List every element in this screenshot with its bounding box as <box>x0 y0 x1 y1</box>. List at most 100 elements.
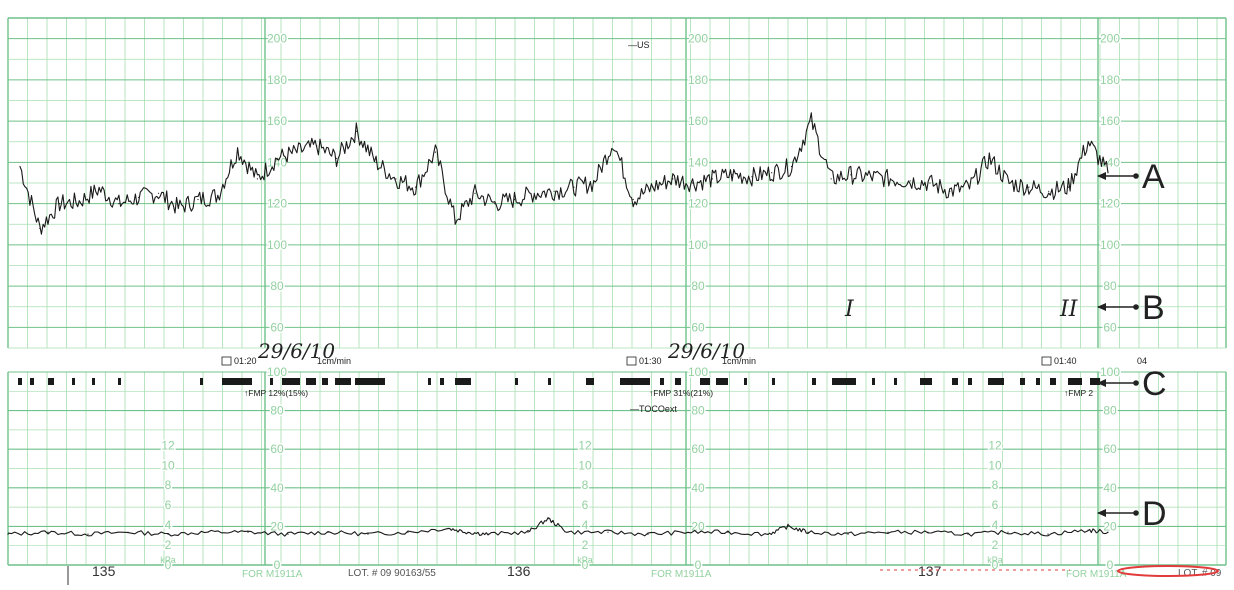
fhr-tick-label: 140 <box>267 155 287 169</box>
fhr-point <box>157 192 160 194</box>
ua-tick-label: 80 <box>691 404 705 418</box>
footer-page-number: 137 <box>918 563 942 579</box>
ua-point <box>287 533 289 535</box>
footer-model-label: FOR M1911A <box>242 569 303 580</box>
fmp-mark <box>200 378 203 385</box>
fmp-mark <box>440 378 444 385</box>
fmp-mark <box>920 378 932 385</box>
fmp-mark <box>675 378 681 385</box>
fhr-point <box>929 182 931 184</box>
kpa-tick-label: 2 <box>165 538 172 552</box>
fhr-point <box>316 145 318 147</box>
ua-point <box>547 518 549 520</box>
ua-tick-label: 80 <box>270 404 284 418</box>
ua-point <box>807 531 809 533</box>
kpa-tick-label: 8 <box>992 478 999 492</box>
fhr-point <box>1067 186 1069 188</box>
fhr-point <box>889 178 892 180</box>
fhr-point <box>256 178 258 180</box>
fhr-point <box>1107 172 1109 174</box>
header-speed: 1cm/min <box>317 356 351 366</box>
fmp-mark <box>322 378 328 385</box>
ua-point <box>1107 531 1109 533</box>
ua-point <box>727 531 729 533</box>
fmp-mark <box>872 378 875 385</box>
fhr-tick-label: 200 <box>688 32 708 46</box>
ua-point <box>87 533 89 535</box>
fhr-point <box>98 188 100 190</box>
fmp-mark <box>72 378 75 385</box>
header-box-icon <box>626 356 637 366</box>
fhr-point <box>711 178 714 180</box>
fhr-point <box>1028 186 1030 188</box>
fhr-tick-label: 60 <box>691 320 705 334</box>
fhr-tick-label: 100 <box>1100 238 1120 252</box>
fmp-mark <box>772 378 775 385</box>
fhr-tick-label: 160 <box>267 114 287 128</box>
fhr-point <box>375 161 377 163</box>
ua-point <box>687 531 689 533</box>
ua-point <box>327 531 329 533</box>
ua-series-line <box>7 517 1109 537</box>
annotation-letter: A <box>1142 158 1165 196</box>
ua-point <box>1087 529 1089 531</box>
fmp-mark <box>118 378 121 385</box>
fhr-point <box>59 203 61 205</box>
fhr-point <box>830 178 832 180</box>
ua-point <box>607 531 609 533</box>
fmp-mark <box>355 378 385 385</box>
fmp-mark <box>586 378 594 385</box>
annotation-letter: C <box>1142 365 1167 403</box>
fmp-mark <box>30 378 34 385</box>
ua-point <box>407 531 409 533</box>
ua-point <box>7 533 9 535</box>
fhr-point <box>335 157 338 159</box>
fhr-tick-label: 160 <box>1100 114 1120 128</box>
fmp-mark <box>428 378 431 385</box>
fhr-series-line <box>19 112 1109 235</box>
fhr-legend: —US <box>628 40 650 50</box>
header-time: 01:40 <box>1054 356 1077 366</box>
footer-lot-label: LOT. # 09 <box>1178 568 1222 579</box>
fmp-mark <box>1036 378 1040 385</box>
header-speed: 04 <box>1137 356 1147 366</box>
fhr-point <box>533 192 535 194</box>
fmp-mark <box>988 378 1004 385</box>
fmp-mark <box>1050 378 1056 385</box>
kpa-tick-label: 6 <box>582 498 589 512</box>
fmp-mark <box>1068 378 1082 385</box>
kpa-tick-label: 4 <box>582 518 589 532</box>
fhr-point <box>553 190 555 192</box>
fhr-tick-label: 80 <box>1103 279 1117 293</box>
ua-legend: —TOCOext <box>630 404 677 414</box>
fhr-tick-label: 180 <box>267 73 287 87</box>
ua-tick-label: 60 <box>270 442 284 456</box>
header-fmp: ↑FMP 31%(21%) <box>649 388 713 398</box>
fhr-point <box>237 149 239 151</box>
ua-tick-label: 60 <box>1103 442 1117 456</box>
fhr-point <box>909 180 911 182</box>
kpa-tick-label: 6 <box>992 498 999 512</box>
header-time: 01:30 <box>639 356 662 366</box>
fhr-point <box>672 178 674 180</box>
fhr-tick-label: 180 <box>688 73 708 87</box>
fmp-mark <box>515 378 518 385</box>
footer-page-number: 136 <box>507 563 531 579</box>
fhr-point <box>415 186 417 188</box>
ua-tick-label: 40 <box>691 481 705 495</box>
fhr-point <box>217 194 219 196</box>
fhr-point <box>138 196 140 198</box>
header-speed: 1cm/min <box>722 356 756 366</box>
fhr-point <box>276 157 278 159</box>
fhr-point <box>850 174 852 176</box>
fhr-tick-label: 180 <box>1100 73 1120 87</box>
gap-band <box>0 352 1234 370</box>
annotation-arrow-head <box>1097 303 1106 311</box>
handwritten-mark: I <box>844 297 855 322</box>
fhr-tick-label: 200 <box>1100 32 1120 46</box>
kpa-tick-label: 12 <box>988 438 1002 452</box>
annotation-arrow-head <box>1097 379 1106 387</box>
fmp-mark <box>306 378 316 385</box>
fmp-mark <box>455 378 471 385</box>
ua-tick-label: 60 <box>691 442 705 456</box>
